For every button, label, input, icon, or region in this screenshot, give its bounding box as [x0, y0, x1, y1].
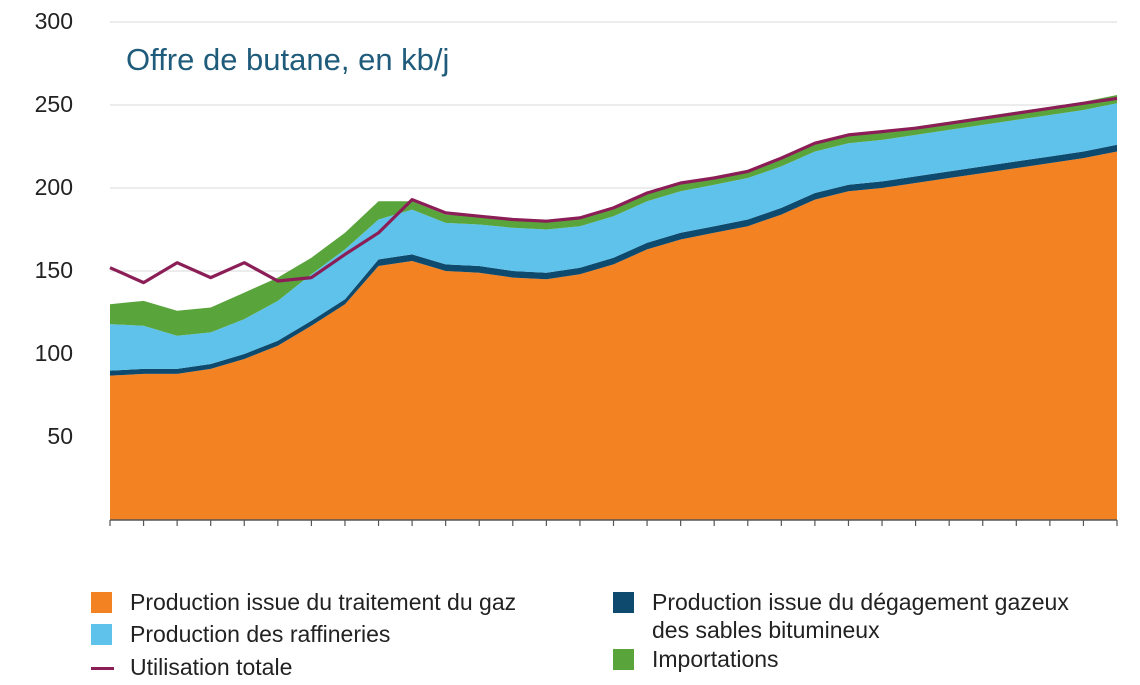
y-tick-label-300: 300	[35, 8, 73, 34]
legend-item-oilsands: Production issue du dégagement gazeux de…	[613, 588, 1069, 644]
legend-label-oilsands-line2: des sables bitumineux	[652, 617, 880, 643]
y-tick-label-150: 150	[35, 257, 73, 283]
legend-item-imports: Importations	[613, 645, 779, 673]
y-tick-label-100: 100	[35, 340, 73, 366]
legend-item-refineries: Production des raffineries	[91, 620, 390, 648]
y-tick-label-200: 200	[35, 174, 73, 200]
legend-label-total-use: Utilisation totale	[130, 654, 293, 680]
legend-swatch-imports	[613, 649, 634, 670]
legend-item-gas-processing: Production issue du traitement du gaz	[91, 588, 516, 616]
butane-supply-chart: 5010015020025030020102015202020252030203…	[35, 8, 1118, 526]
legend-label-oilsands-line1: Production issue du dégagement gazeux	[652, 589, 1069, 615]
legend-label-oilsands: Production issue du dégagement gazeux de…	[652, 588, 1069, 644]
area-series-3	[110, 95, 1117, 336]
legend-label-refineries: Production des raffineries	[130, 621, 391, 647]
line-total-use	[109, 96, 1118, 285]
area-series-1	[110, 144, 1117, 376]
legend-label-imports: Importations	[652, 646, 779, 672]
legend-label-gas-processing: Production issue du traitement du gaz	[130, 589, 517, 615]
legend-swatch-total-use	[91, 667, 114, 670]
legend-swatch-gas-processing	[91, 592, 112, 613]
legend-item-total-use: Utilisation totale	[91, 653, 292, 681]
legend-swatch-refineries	[91, 624, 112, 645]
legend-swatch-oilsands	[613, 592, 634, 613]
y-tick-label-50: 50	[47, 423, 73, 449]
area-series-2	[110, 103, 1117, 371]
y-tick-label-250: 250	[35, 91, 73, 117]
area-series-0	[110, 151, 1117, 520]
chart-title: Offre de butane, en kb/j	[126, 42, 450, 77]
